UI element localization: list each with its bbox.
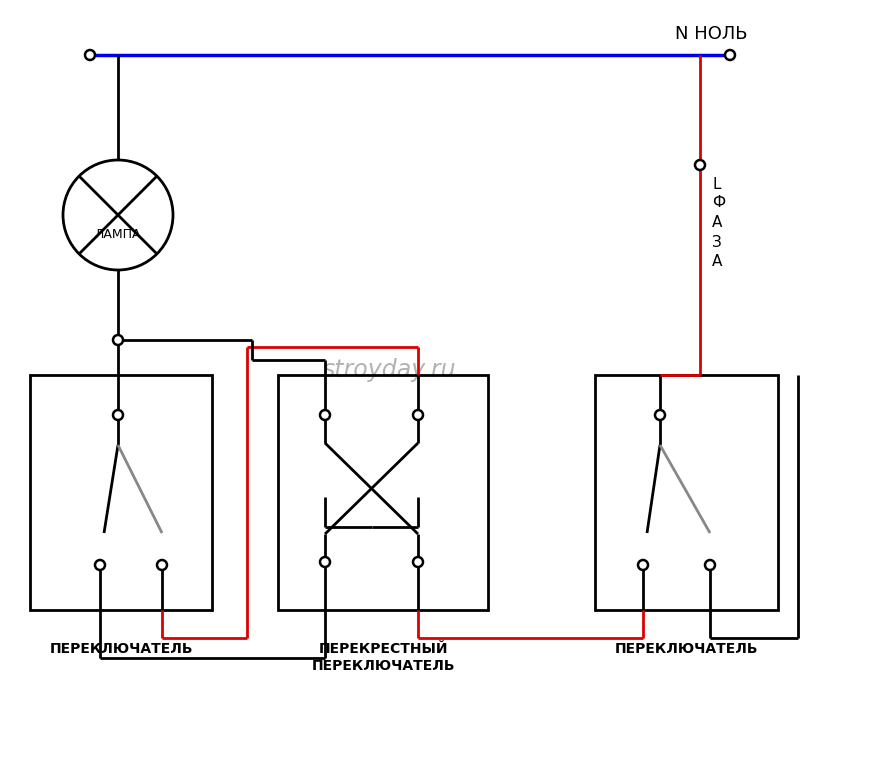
Text: stroyday.ru: stroyday.ru: [323, 358, 457, 382]
Text: N НОЛЬ: N НОЛЬ: [675, 25, 747, 43]
Circle shape: [705, 560, 715, 570]
Text: ПЕРЕКЛЮЧАТЕЛЬ: ПЕРЕКЛЮЧАТЕЛЬ: [615, 642, 759, 656]
Circle shape: [320, 410, 330, 420]
Circle shape: [95, 560, 105, 570]
Circle shape: [638, 560, 648, 570]
Circle shape: [655, 410, 665, 420]
Bar: [595, 375, 778, 610]
Circle shape: [85, 50, 95, 60]
Bar: [30, 375, 212, 610]
Text: ПЕРЕКЛЮЧАТЕЛЬ: ПЕРЕКЛЮЧАТЕЛЬ: [49, 642, 193, 656]
Circle shape: [413, 557, 423, 567]
Text: L: L: [712, 177, 721, 192]
Circle shape: [413, 410, 423, 420]
Circle shape: [157, 560, 167, 570]
Circle shape: [320, 557, 330, 567]
Circle shape: [725, 50, 735, 60]
Circle shape: [113, 335, 123, 345]
Text: ЛАМПА: ЛАМПА: [95, 229, 142, 241]
Text: ПЕРЕКРЕСТНЫЙ
ПЕРЕКЛЮЧАТЕЛЬ: ПЕРЕКРЕСТНЫЙ ПЕРЕКЛЮЧАТЕЛЬ: [312, 642, 455, 674]
Bar: [278, 375, 488, 610]
Circle shape: [695, 160, 705, 170]
Text: Ф
А
З
А: Ф А З А: [712, 195, 725, 270]
Circle shape: [113, 410, 123, 420]
